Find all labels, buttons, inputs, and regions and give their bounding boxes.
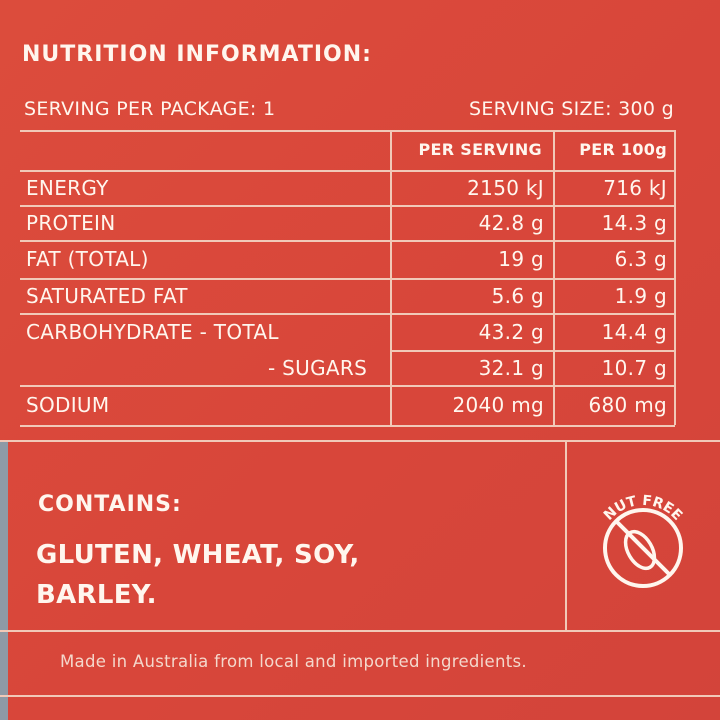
per-100g-value: 6.3 g xyxy=(614,247,667,271)
rule xyxy=(20,385,675,387)
contains-label: CONTAINS: xyxy=(38,492,182,517)
nut-free-badge: NUT FREE xyxy=(601,493,685,588)
rule xyxy=(674,130,676,425)
nutrient-name: ENERGY xyxy=(26,175,109,200)
servings-per-package: SERVING PER PACKAGE: 1 xyxy=(24,98,276,120)
per-serving-value: 2150 kJ xyxy=(467,175,544,200)
per-100g-value: 10.7 g xyxy=(601,355,667,380)
per-100g-value: 680 mg xyxy=(588,393,667,417)
per-serving-value: 5.6 g xyxy=(491,283,544,308)
nutrient-name: - SUGARS xyxy=(268,355,368,380)
per-serving-value: 19 g xyxy=(498,247,544,271)
allergen-list: GLUTEN, WHEAT, SOY, BARLEY. xyxy=(36,540,360,610)
rule xyxy=(0,695,720,697)
rule xyxy=(20,240,675,242)
per-serving-value: 32.1 g xyxy=(478,355,544,380)
nutrient-name: SODIUM xyxy=(26,393,110,417)
nutrient-name: PROTEIN xyxy=(26,210,116,235)
column-header: PER SERVING xyxy=(418,140,542,159)
nutrient-name: CARBOHYDRATE - TOTAL xyxy=(26,319,279,344)
rule xyxy=(553,130,555,425)
badge-circle xyxy=(603,508,683,588)
per-serving-value: 42.8 g xyxy=(478,210,544,235)
peanut-icon xyxy=(623,529,657,571)
rule xyxy=(20,278,675,280)
per-100g-value: 716 kJ xyxy=(603,175,667,200)
badge-text: NUT FREE xyxy=(601,493,685,524)
rule xyxy=(390,130,392,425)
rule xyxy=(20,313,675,315)
rule xyxy=(20,170,675,172)
per-serving-value: 43.2 g xyxy=(478,319,544,344)
column-header: PER 100g xyxy=(579,140,667,159)
nutrient-name: SATURATED FAT xyxy=(26,283,188,308)
per-100g-value: 14.4 g xyxy=(601,319,667,344)
serving-size: SERVING SIZE: 300 g xyxy=(469,98,674,120)
badge-text: NUT FREE xyxy=(601,493,685,524)
badge-slash xyxy=(614,519,672,577)
title: NUTRITION INFORMATION: xyxy=(22,42,372,67)
rule xyxy=(565,440,567,630)
footer-note: Made in Australia from local and importe… xyxy=(60,652,527,671)
package-edge xyxy=(0,440,8,720)
per-serving-value: 2040 mg xyxy=(452,393,544,417)
per-100g-value: 14.3 g xyxy=(601,210,667,235)
rule xyxy=(20,130,675,132)
rule xyxy=(390,350,675,352)
rule xyxy=(0,630,720,632)
rule xyxy=(20,425,675,427)
nutrient-name: FAT (TOTAL) xyxy=(26,247,149,271)
per-100g-value: 1.9 g xyxy=(614,283,667,308)
rule xyxy=(20,205,675,207)
rule xyxy=(0,440,720,442)
